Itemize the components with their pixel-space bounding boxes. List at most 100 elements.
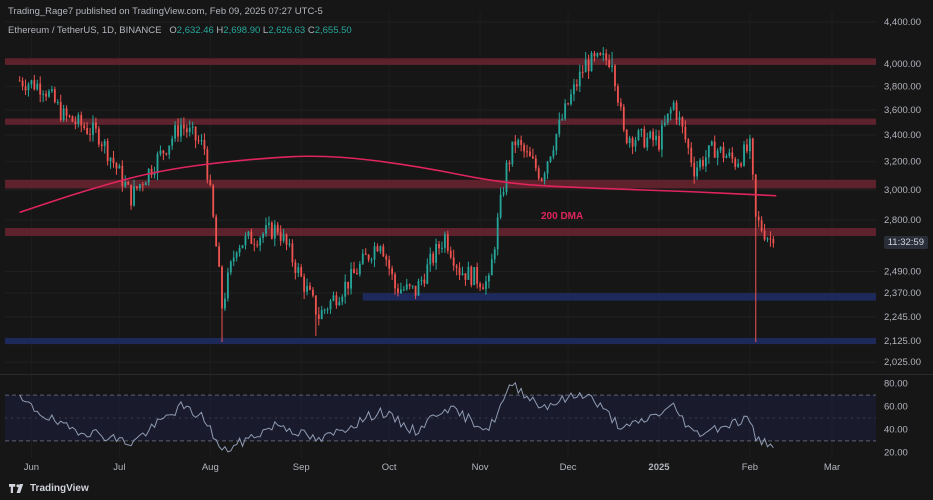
candle-body-down xyxy=(194,126,197,141)
candle-body-down xyxy=(353,268,355,274)
candle-body-up xyxy=(678,117,681,120)
candle-body-down xyxy=(89,133,91,135)
candle-body-down xyxy=(80,114,83,126)
rsi-tick-label: 60.00 xyxy=(884,402,908,413)
candle-body-up xyxy=(596,53,599,57)
candle-body-up xyxy=(405,284,408,290)
price-tick-label: 2,370.00 xyxy=(884,288,921,299)
candle-body-down xyxy=(106,141,109,161)
candle-body-up xyxy=(402,289,405,291)
candle-body-down xyxy=(523,144,525,152)
candle-body-up xyxy=(473,267,476,286)
candle-body-down xyxy=(567,103,569,105)
candle-body-up xyxy=(244,235,247,246)
candle-body-up xyxy=(704,157,707,167)
candle-body-down xyxy=(622,106,625,130)
candle-body-down xyxy=(470,266,473,286)
candle-body-up xyxy=(748,138,751,152)
time-tick-label: Mar xyxy=(824,462,840,473)
candle-body-up xyxy=(411,285,414,287)
candle-body-down xyxy=(617,86,619,103)
candle-body-down xyxy=(464,273,467,280)
candle-body-up xyxy=(420,279,423,282)
candle-body-up xyxy=(320,310,323,319)
candle-body-down xyxy=(408,284,411,286)
candle-body-up xyxy=(546,161,549,174)
candle-body-down xyxy=(769,238,772,240)
candle-body-up xyxy=(661,125,663,150)
candle-body-up xyxy=(417,281,420,296)
candle-body-up xyxy=(441,247,443,249)
candle-body-down xyxy=(276,224,279,233)
candle-body-down xyxy=(317,314,320,319)
candle-body-up xyxy=(144,182,147,186)
candle-body-up xyxy=(696,167,699,177)
candle-body-down xyxy=(162,150,165,154)
candle-body-up xyxy=(672,102,675,110)
candle-body-down xyxy=(599,53,602,55)
candle-body-up xyxy=(602,53,605,55)
candle-body-down xyxy=(203,140,206,150)
candle-body-up xyxy=(36,83,39,90)
candle-body-down xyxy=(347,281,350,289)
candle-body-up xyxy=(655,135,657,141)
candle-body-up xyxy=(490,259,493,276)
candle-body-up xyxy=(138,184,141,189)
candle-body-up xyxy=(499,194,502,218)
candle-body-up xyxy=(109,157,112,161)
candle-body-up xyxy=(62,108,65,121)
candle-body-down xyxy=(458,267,461,275)
price-tick-label: 2,025.00 xyxy=(884,357,921,368)
candle-body-down xyxy=(65,108,68,116)
candle-body-down xyxy=(385,256,388,260)
candle-body-down xyxy=(520,140,523,145)
candle-body-down xyxy=(218,246,220,267)
candle-body-down xyxy=(687,139,690,148)
candle-body-up xyxy=(273,224,276,239)
candle-body-up xyxy=(103,141,106,146)
candle-body-up xyxy=(399,289,402,294)
axis-layer: 4,400.00 4,000.00 3,800.00 3,600.00 3,400.00… xyxy=(24,17,921,473)
candle-body-down xyxy=(540,178,543,181)
candle-body-up xyxy=(341,296,344,302)
ohlc-low-key: L xyxy=(262,25,269,36)
candle-body-down xyxy=(100,144,103,146)
candle-body-down xyxy=(455,265,458,268)
publish-info: Trading_Rage7 published on TradingView.c… xyxy=(8,6,323,17)
candle-body-up xyxy=(118,165,121,169)
candle-body-down xyxy=(21,80,24,87)
candle-body-down xyxy=(177,125,179,137)
candle-body-up xyxy=(725,155,728,158)
price-tick-label: 3,600.00 xyxy=(884,105,921,116)
symbol-legend[interactable]: Ethereum / TetherUS, 1D, BINANCE O2,632.… xyxy=(8,25,352,36)
candle-body-down xyxy=(643,129,646,148)
candle-body-down xyxy=(382,246,385,257)
candle-body-up xyxy=(707,145,710,158)
support-zone xyxy=(5,337,876,345)
candle-body-down xyxy=(534,158,537,169)
tradingview-brand[interactable]: TradingView xyxy=(9,483,89,494)
candle-body-up xyxy=(147,168,150,183)
resistance-zone xyxy=(5,58,876,65)
candle-body-down xyxy=(631,138,634,147)
candle-body-up xyxy=(634,139,637,147)
candle-body-up xyxy=(168,145,171,155)
candle-body-down xyxy=(45,93,47,97)
candle-body-down xyxy=(531,156,534,159)
candle-body-down xyxy=(681,117,684,127)
candle-body-down xyxy=(757,216,760,221)
candle-body-up xyxy=(350,268,352,289)
candle-body-up xyxy=(191,126,194,128)
candle-body-up xyxy=(496,217,499,250)
candle-body-up xyxy=(92,122,94,135)
candle-body-down xyxy=(388,259,391,269)
support-zone xyxy=(362,293,876,301)
zone-layer xyxy=(5,58,876,345)
candle-body-up xyxy=(628,138,631,144)
candle-body-down xyxy=(197,140,200,142)
candle-body-down xyxy=(294,262,297,273)
candle-body-down xyxy=(83,125,86,128)
candle-body-up xyxy=(485,281,487,290)
